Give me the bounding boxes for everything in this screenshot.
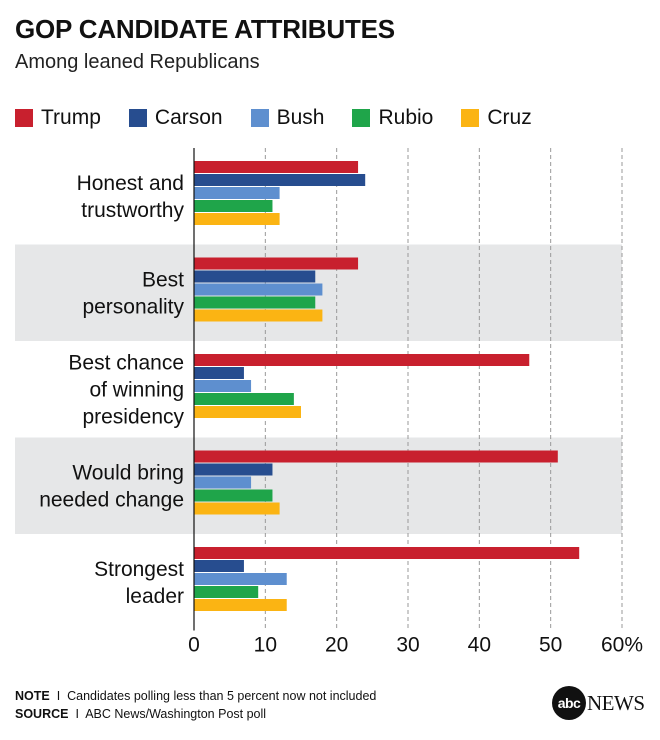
- category-label: Honest and: [77, 172, 184, 195]
- category-label: needed change: [39, 488, 184, 511]
- bar-rubio: [194, 296, 316, 309]
- abc-news-logo: abc NEWS: [552, 686, 645, 720]
- bar-carson: [194, 560, 244, 572]
- legend-swatch-carson: [128, 109, 147, 127]
- bar-rubio: [194, 586, 259, 598]
- x-tick-label: 40: [468, 634, 491, 654]
- x-tick-label: 50: [539, 634, 562, 654]
- footer-note: NOTE I Candidates polling less than 5 pe…: [15, 689, 376, 703]
- footer-source: SOURCE I ABC News/Washington Post poll: [15, 707, 266, 721]
- chart-title: GOP CANDIDATE ATTRIBUTES: [15, 14, 395, 44]
- category-label: Strongest: [94, 558, 184, 581]
- legend-swatch-rubio: [352, 109, 371, 127]
- bar-cruz: [194, 213, 280, 225]
- abc-logo-circle: abc: [552, 686, 586, 720]
- legend-item-trump: Trump: [15, 106, 101, 130]
- bar-bush: [194, 283, 323, 296]
- legend-item-bush: Bush: [250, 106, 325, 130]
- chart-legend: Trump Carson Bush Rubio Cruz: [15, 106, 560, 130]
- bar-cruz: [194, 309, 323, 322]
- category-label: of winning: [89, 378, 184, 401]
- legend-item-cruz: Cruz: [461, 106, 532, 130]
- bar-chart: Honest and trustworthy Best personality Best…: [15, 148, 643, 654]
- bar-bush: [194, 187, 280, 199]
- bar-rubio: [194, 200, 273, 212]
- legend-item-rubio: Rubio: [352, 106, 433, 130]
- source-label: SOURCE: [15, 707, 69, 721]
- legend-label-trump: Trump: [41, 106, 101, 129]
- legend-swatch-trump: [15, 109, 33, 127]
- x-tick-label: 10: [254, 634, 277, 654]
- bar-trump: [194, 257, 359, 270]
- bar-trump: [194, 161, 359, 173]
- legend-label-rubio: Rubio: [378, 106, 434, 129]
- bar-trump: [194, 547, 580, 559]
- bar-cruz: [194, 406, 301, 418]
- bar-carson: [194, 367, 244, 379]
- note-text: Candidates polling less than 5 percent n…: [67, 689, 377, 703]
- category-label: trustworthy: [81, 199, 184, 222]
- legend-swatch-bush: [250, 109, 269, 127]
- bar-cruz: [194, 502, 280, 515]
- note-label: NOTE: [15, 689, 50, 703]
- legend-label-cruz: Cruz: [487, 106, 532, 129]
- source-text: ABC News/Washington Post poll: [85, 707, 267, 721]
- note-separator: I: [56, 689, 61, 703]
- category-label: Best chance: [68, 351, 184, 374]
- legend-label-carson: Carson: [154, 106, 223, 129]
- bar-carson: [194, 174, 366, 186]
- bar-rubio: [194, 393, 294, 405]
- category-label: Would bring: [72, 461, 184, 484]
- bar-carson: [194, 270, 316, 283]
- bar-rubio: [194, 489, 273, 502]
- legend-item-carson: Carson: [128, 106, 223, 130]
- bar-trump: [194, 450, 558, 463]
- x-tick-label: 60%: [601, 634, 643, 654]
- bar-cruz: [194, 599, 287, 611]
- bar-bush: [194, 380, 252, 392]
- category-label: Best: [142, 268, 184, 291]
- bar-trump: [194, 354, 530, 366]
- bar-bush: [194, 476, 252, 489]
- logo-news-word: NEWS: [587, 690, 645, 715]
- legend-label-bush: Bush: [276, 106, 325, 129]
- x-tick-label: 0: [188, 634, 200, 654]
- bar-bush: [194, 573, 287, 585]
- source-separator: I: [75, 707, 79, 721]
- category-label: leader: [126, 585, 184, 608]
- x-tick-label: 30: [396, 634, 419, 654]
- bar-carson: [194, 463, 273, 476]
- legend-swatch-cruz: [461, 109, 480, 127]
- category-label: presidency: [82, 405, 184, 428]
- category-label: personality: [82, 295, 184, 318]
- x-tick-label: 20: [325, 634, 348, 654]
- chart-subtitle: Among leaned Republicans: [15, 51, 260, 73]
